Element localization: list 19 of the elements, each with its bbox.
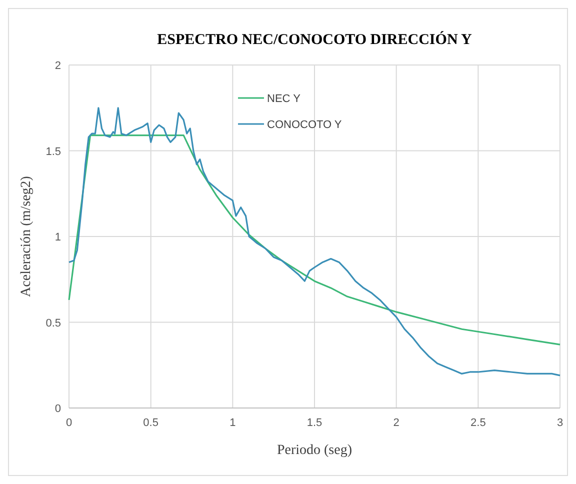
x-tick-label: 0.5: [143, 417, 158, 429]
x-tick-label: 0: [66, 417, 72, 429]
line-series: [68, 107, 561, 376]
x-tick-label: 1.5: [306, 417, 322, 429]
y-tick-label: 2: [54, 60, 61, 72]
x-tick-label: 1: [230, 417, 236, 429]
x-axis-title: Periodo (seg): [276, 443, 352, 458]
x-tick-label: 2.5: [470, 417, 486, 429]
x-tick-label: 3: [556, 417, 564, 429]
y-tick-label: 1.5: [46, 146, 61, 158]
y-tick-label: 0: [54, 403, 61, 415]
y-axis-title: Aceleración (m/seg2): [19, 176, 34, 297]
y-tick-label: 0.5: [46, 317, 61, 330]
y-tick-label: 1: [54, 232, 61, 244]
line-series: [68, 134, 561, 346]
chart-title: ESPECTRO NEC/CONOCOTO DIRECCIÓN Y: [157, 31, 472, 48]
legend-label: CONOCOTO Y: [267, 119, 342, 131]
legend-label: NEC Y: [267, 93, 302, 105]
x-tick-label: 2: [393, 417, 400, 429]
